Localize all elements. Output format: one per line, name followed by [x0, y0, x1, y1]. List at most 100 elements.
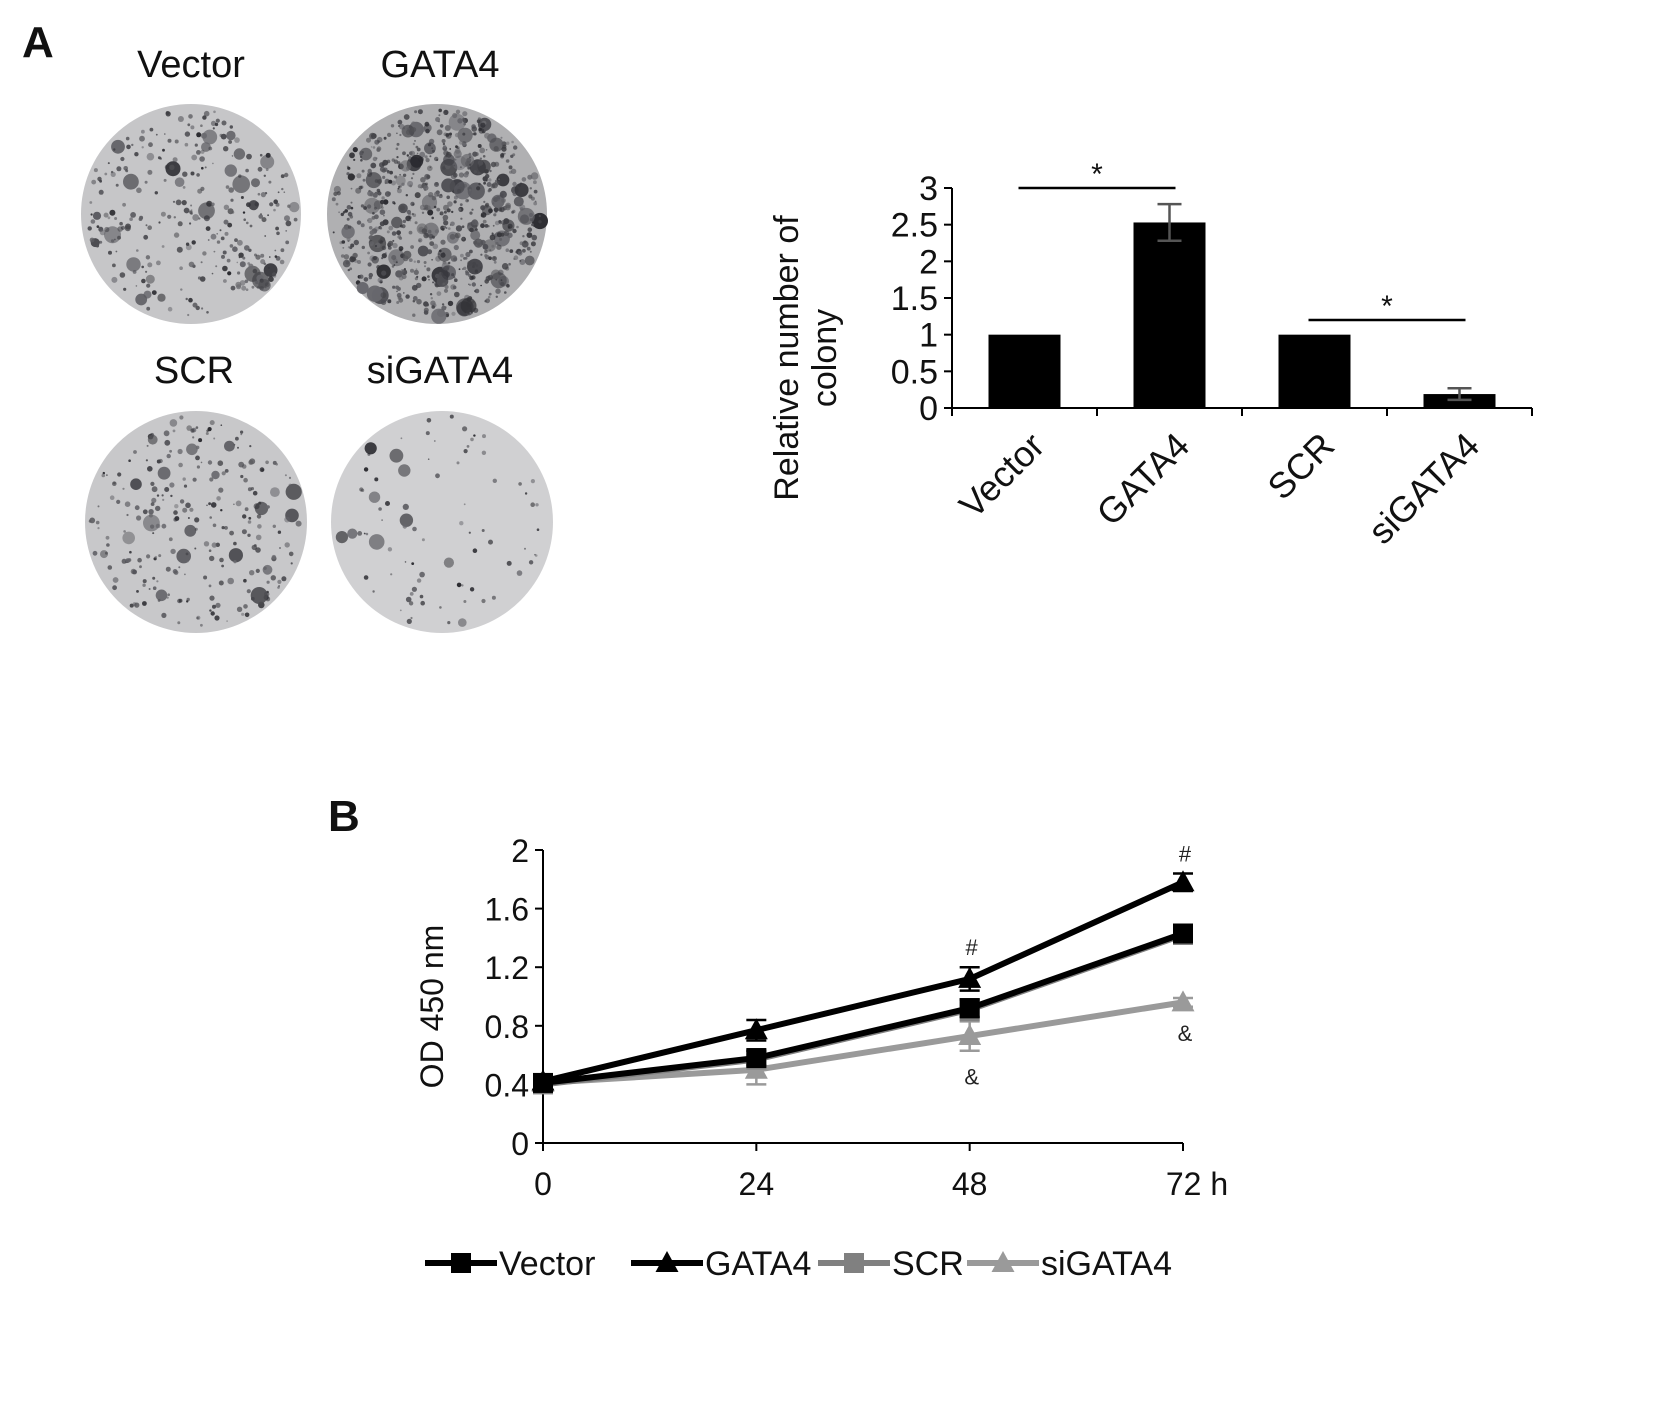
colony-dot — [536, 528, 540, 531]
colony-dot — [472, 548, 478, 553]
colony-dot — [170, 494, 173, 498]
colony-dot — [406, 209, 412, 215]
colony-dot — [194, 143, 198, 147]
colony-dot — [459, 140, 464, 145]
colony-dot — [125, 223, 131, 230]
colony-dot — [461, 225, 465, 228]
colony-dot — [95, 520, 100, 525]
colony-dot — [488, 256, 492, 260]
colony-dot — [360, 204, 365, 208]
colony-dot — [446, 195, 450, 200]
colony-dot — [203, 110, 210, 117]
colony-dot — [488, 292, 492, 296]
colony-dot — [430, 297, 433, 300]
colony-dot — [173, 570, 179, 575]
colony-dot — [270, 575, 276, 581]
colony-dot — [112, 577, 119, 583]
colony-dot — [262, 564, 273, 575]
colony-dot — [222, 265, 228, 272]
colony-dot — [538, 220, 542, 224]
colony-dot — [456, 582, 462, 588]
colony-dot — [136, 249, 139, 252]
colony-dot — [365, 172, 382, 189]
colony-dot — [416, 298, 422, 305]
colony-dot — [406, 618, 412, 624]
colony-dot — [436, 159, 439, 161]
colony-dot — [505, 248, 510, 252]
colony-dot — [132, 569, 137, 575]
colony-dot — [396, 132, 398, 135]
colony-dot — [369, 230, 375, 236]
colony-dot — [387, 171, 390, 174]
colony-dot — [429, 241, 435, 247]
colony-dot — [423, 207, 426, 211]
colony-dot — [456, 461, 460, 465]
colony-dot — [224, 231, 229, 236]
colony-dot — [126, 257, 141, 272]
colony-dot — [521, 240, 529, 248]
colony-dot — [411, 212, 414, 216]
point-gata4 — [531, 1069, 555, 1091]
colony-dot — [485, 174, 490, 179]
colony-dot — [477, 144, 482, 148]
colony-dot — [179, 499, 185, 504]
colony-dot — [183, 207, 190, 214]
colony-dot — [136, 187, 142, 194]
y-tick-label: 0 — [919, 390, 938, 428]
colony-dot — [467, 260, 473, 266]
colony-dot — [210, 233, 217, 240]
colony-dot — [115, 183, 119, 187]
colony-dot — [443, 154, 455, 166]
colony-dot — [212, 127, 215, 130]
colony-dot — [370, 162, 377, 169]
colony-dot — [423, 185, 429, 191]
colony-dot — [462, 237, 465, 240]
colony-dot — [527, 174, 533, 180]
colony-dot — [362, 178, 366, 182]
colony-dot — [450, 255, 458, 262]
colony-dot — [356, 282, 369, 294]
colony-dot — [92, 211, 102, 220]
colony-dot — [516, 225, 519, 229]
colony-dot — [230, 198, 234, 202]
colony-dot — [278, 585, 281, 587]
colony-dot — [466, 445, 470, 448]
colony-dot — [207, 460, 213, 465]
colony-dot — [241, 464, 247, 469]
colony-dot — [506, 560, 512, 566]
colony-dot — [341, 225, 355, 239]
colony-dot — [226, 130, 236, 141]
colony-dot — [432, 281, 435, 284]
colony-dot — [150, 524, 155, 529]
colony-dot — [481, 529, 485, 532]
colony-dot — [454, 232, 461, 239]
colony-dot — [418, 156, 424, 163]
colony-dot — [207, 239, 210, 241]
colony-dot — [213, 250, 216, 253]
colony-dot — [468, 152, 472, 156]
colony-dot — [123, 530, 126, 533]
colony-dot — [446, 151, 452, 158]
colony-dot — [270, 487, 280, 497]
colony-dot — [231, 211, 235, 214]
colony-dot — [414, 277, 418, 281]
colony-dot — [218, 580, 224, 586]
colony-dot — [508, 165, 513, 170]
colony-dot — [335, 202, 339, 206]
colony-dot — [178, 566, 181, 569]
colony-dot — [469, 311, 472, 314]
colony-dot — [107, 216, 111, 220]
colony-dot — [447, 621, 451, 625]
colony-dot — [519, 241, 524, 246]
colony-dot — [349, 267, 353, 271]
colony-dot — [383, 214, 385, 217]
colony-dot — [147, 434, 158, 445]
colony-dot — [368, 226, 373, 230]
colony-dot — [146, 444, 149, 447]
colony-dot — [283, 191, 286, 193]
colony-dot — [231, 155, 234, 157]
colony-dot — [434, 191, 440, 197]
colony-dot — [258, 501, 262, 505]
colony-dot — [443, 557, 454, 568]
colony-dot — [414, 192, 421, 199]
